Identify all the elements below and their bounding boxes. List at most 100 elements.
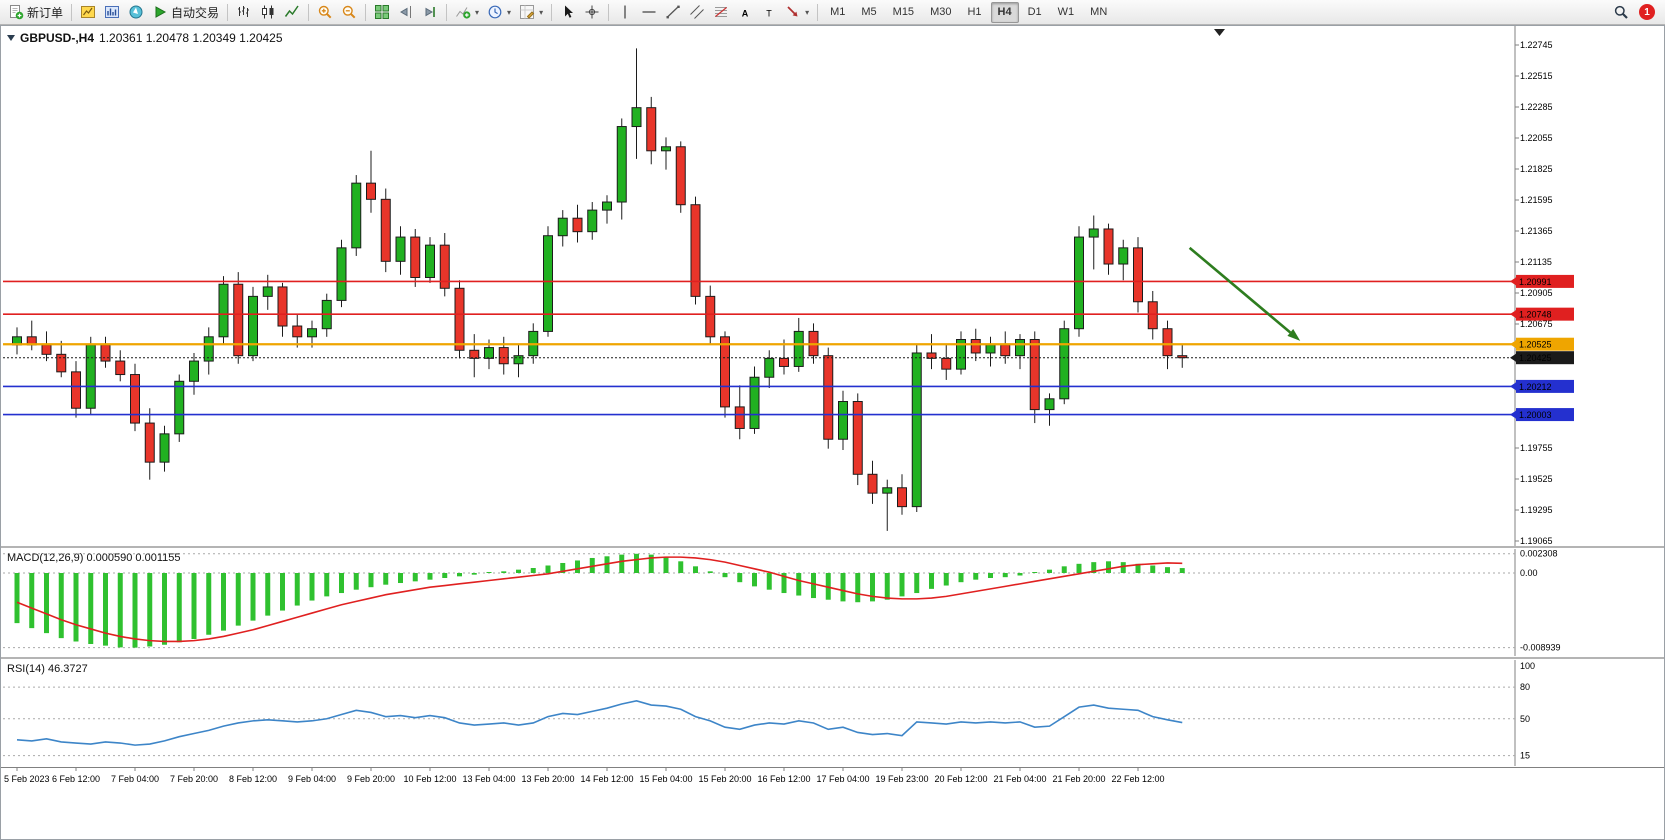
arrows-button[interactable]: ▾	[781, 2, 813, 23]
bar-chart-button[interactable]	[232, 2, 256, 23]
time-label: 21 Feb 20:00	[1052, 774, 1105, 784]
candle-body	[56, 353, 67, 373]
candle-body	[911, 352, 922, 508]
text-button[interactable]: A	[733, 2, 757, 23]
fibonacci-button[interactable]	[709, 2, 733, 23]
periods-button[interactable]: ▾	[483, 2, 515, 23]
candle-body	[307, 328, 317, 338]
search-button[interactable]	[1609, 2, 1633, 23]
templates-icon	[520, 5, 535, 19]
candle-body	[779, 357, 789, 367]
label-button[interactable]: T	[757, 2, 781, 23]
tile-windows-button[interactable]	[370, 2, 394, 23]
play-icon	[155, 6, 167, 18]
toolbar: 新订单 自动交易 ▾ ▾ ▾ A T ▾ M1 M5 M15 M30 H1 H4 D1 W1 MN 1	[0, 0, 1665, 25]
line-chart-button[interactable]	[280, 2, 304, 23]
dropdown-caret-icon: ▾	[507, 7, 512, 17]
time-label: 6 Feb 12:00	[52, 774, 100, 784]
candle-body	[1103, 228, 1114, 265]
candle-body	[690, 204, 701, 297]
new-order-button[interactable]: 新订单	[4, 2, 67, 23]
candle-body	[292, 325, 303, 338]
vertical-line-button[interactable]	[613, 2, 637, 23]
trendline-icon	[666, 5, 680, 19]
price-scale-label: 1.21365	[1520, 226, 1553, 236]
chart-new-icon	[81, 6, 96, 18]
chart-shift-button[interactable]	[394, 2, 418, 23]
candle-body	[557, 217, 568, 237]
candlestick-chart-button[interactable]	[256, 2, 280, 23]
candle-body	[233, 283, 244, 357]
timeframe-mn[interactable]: MN	[1090, 6, 1108, 18]
navigator-button[interactable]	[124, 2, 148, 23]
profiles-button[interactable]	[100, 2, 124, 23]
candle-body	[587, 209, 598, 233]
time-label: 15 Feb 04:00	[639, 774, 692, 784]
timeframe-h4[interactable]: H4	[990, 1, 1019, 23]
candle-body	[71, 371, 81, 409]
horizontal-line-button[interactable]	[637, 2, 661, 23]
time-label: 7 Feb 20:00	[170, 774, 218, 784]
rsi-splitter[interactable]	[1, 657, 1664, 659]
time-label: 10 Feb 12:00	[403, 774, 456, 784]
new-chart-button[interactable]	[76, 2, 100, 23]
templates-button[interactable]: ▾	[515, 2, 547, 23]
timeframe-m5[interactable]: M5	[861, 6, 877, 18]
auto-scroll-button[interactable]	[418, 2, 442, 23]
trendline-button[interactable]	[661, 2, 685, 23]
candle-body	[882, 487, 893, 494]
candle-body	[262, 286, 273, 297]
candle-body	[720, 336, 730, 408]
chart-shift-marker[interactable]	[1214, 29, 1225, 36]
bid-price-line-price-box: 1.20425	[1510, 351, 1574, 365]
zoom-out-icon	[342, 5, 356, 19]
rsi-panel[interactable]: 100 80 50 15	[1, 660, 1664, 766]
pivot-line-price-box: 1.20525	[1510, 337, 1574, 351]
channel-button[interactable]	[685, 2, 709, 23]
timeframe-h1[interactable]: H1	[967, 6, 982, 18]
svg-text:1.20991: 1.20991	[1519, 277, 1552, 287]
indicators-button[interactable]: ▾	[451, 2, 483, 23]
candle-body	[764, 357, 775, 378]
zoom-in-button[interactable]	[313, 2, 337, 23]
candle-body	[248, 295, 258, 357]
timeframe-m30[interactable]: M30	[930, 6, 952, 18]
macd-splitter[interactable]	[1, 546, 1664, 548]
candle-body	[366, 182, 376, 200]
auto-trading-button-label: 自动交易	[171, 5, 220, 20]
timeframe-d1[interactable]: D1	[1027, 6, 1042, 18]
macd-panel[interactable]: 0.002308 0.00 -0.008939	[1, 549, 1664, 656]
time-label: 19 Feb 23:00	[875, 774, 928, 784]
rsi-scale-label: 50	[1520, 714, 1530, 724]
main-chart[interactable]: 1.22745 1.22515 1.22285 1.22055 1.21825 1.215…	[1, 26, 1664, 546]
notification-badge[interactable]: 1	[1639, 4, 1655, 20]
price-scale-label: 1.19755	[1520, 443, 1553, 453]
time-axis[interactable]: 5 Feb 2023 6 Feb 12:00 7 Feb 04:00 7 Feb 20…	[1, 767, 1664, 789]
timeframe-m1[interactable]: M1	[830, 6, 846, 18]
timeframe-w1[interactable]: W1	[1057, 6, 1075, 18]
candle-body	[602, 201, 612, 211]
support-line-2-price-box: 1.20003	[1510, 408, 1574, 422]
chart-window: 1.22745 1.22515 1.22285 1.22055 1.21825 1.215…	[0, 25, 1665, 840]
cursor-button[interactable]	[556, 2, 580, 23]
timeframe-m15[interactable]: M15	[892, 6, 915, 18]
toolbar-separator	[71, 3, 73, 21]
toolbar-separator	[817, 3, 819, 21]
auto-trading-button[interactable]: 自动交易	[148, 2, 223, 23]
crosshair-button[interactable]	[580, 2, 604, 23]
search-icon	[1614, 5, 1628, 19]
svg-text:1.20425: 1.20425	[1519, 353, 1552, 363]
candles	[12, 48, 1188, 531]
trend-arrow-annotation[interactable]	[1188, 246, 1301, 341]
time-label: 21 Feb 04:00	[993, 774, 1046, 784]
candle-body	[469, 349, 480, 359]
candle-body	[380, 198, 391, 262]
candle-body	[926, 352, 937, 359]
time-label: 7 Feb 04:00	[111, 774, 159, 784]
candle-body	[675, 146, 686, 206]
zoom-out-button[interactable]	[337, 2, 361, 23]
candle-body	[130, 374, 140, 424]
price-scale[interactable]: 1.22745 1.22515 1.22285 1.22055 1.21825 1.215…	[1514, 26, 1553, 546]
linechart-icon	[284, 5, 299, 17]
chart-menu-icon[interactable]	[7, 35, 15, 41]
